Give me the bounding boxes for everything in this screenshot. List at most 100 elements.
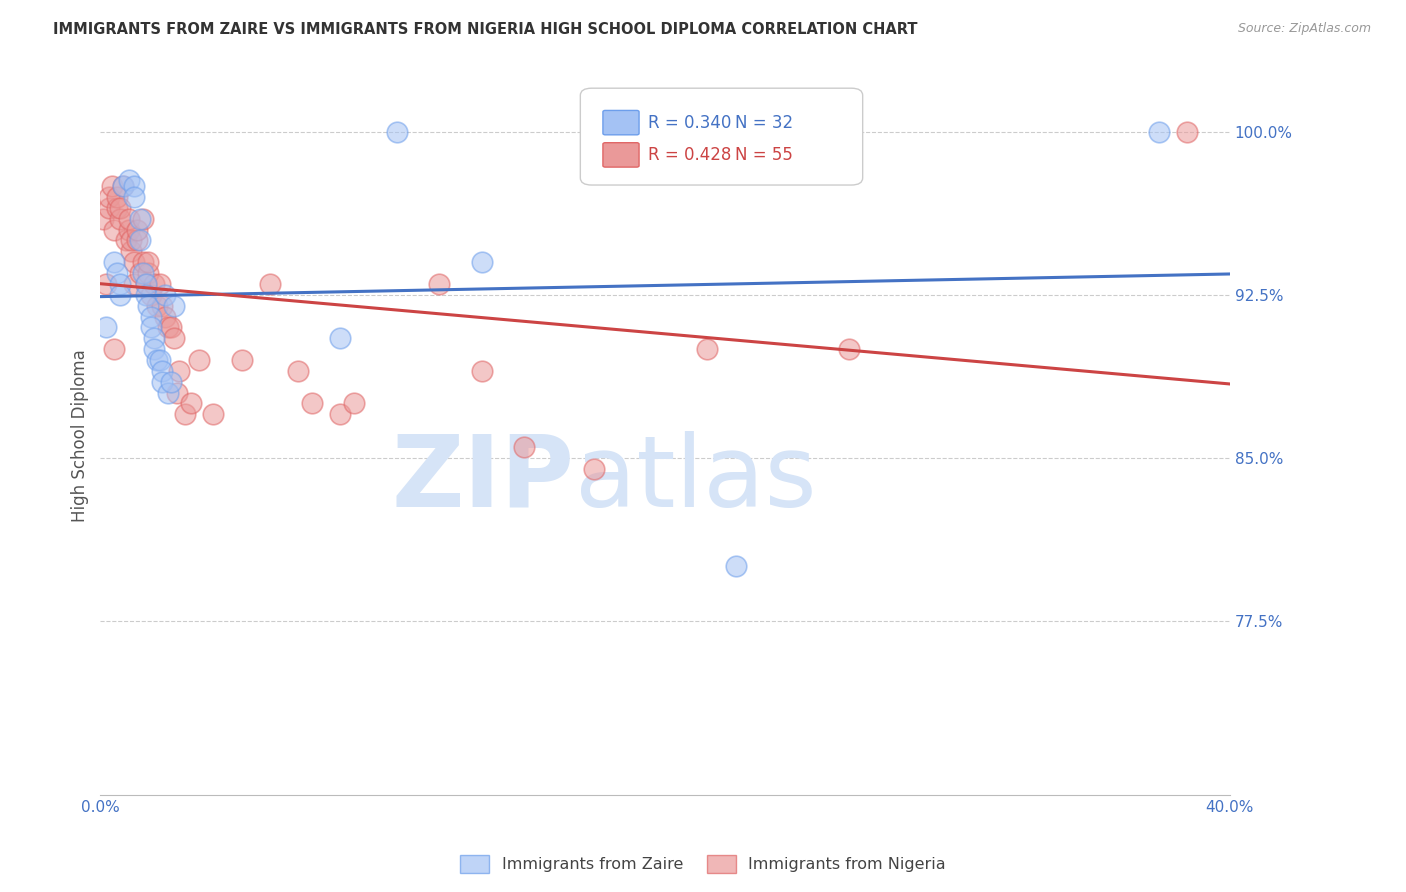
Point	[114, 234, 136, 248]
Point	[128, 266, 150, 280]
Point	[120, 244, 142, 259]
Point	[174, 408, 197, 422]
FancyBboxPatch shape	[581, 88, 863, 185]
Point	[125, 222, 148, 236]
Point	[329, 331, 352, 345]
FancyBboxPatch shape	[603, 111, 640, 135]
Point	[135, 277, 157, 291]
Point	[94, 277, 117, 291]
Point	[583, 461, 606, 475]
Point	[128, 211, 150, 226]
Point	[169, 364, 191, 378]
Point	[163, 331, 186, 345]
Point	[111, 179, 134, 194]
Point	[163, 299, 186, 313]
Point	[117, 211, 139, 226]
Point	[108, 211, 131, 226]
Point	[122, 277, 145, 291]
Point	[105, 266, 128, 280]
Text: IMMIGRANTS FROM ZAIRE VS IMMIGRANTS FROM NIGERIA HIGH SCHOOL DIPLOMA CORRELATION: IMMIGRANTS FROM ZAIRE VS IMMIGRANTS FROM…	[53, 22, 918, 37]
Point	[131, 211, 153, 226]
Point	[138, 266, 160, 280]
Point	[128, 234, 150, 248]
Point	[155, 287, 177, 301]
Point	[143, 277, 166, 291]
Point	[202, 408, 225, 422]
Point	[138, 299, 160, 313]
Point	[108, 287, 131, 301]
Point	[152, 364, 174, 378]
Y-axis label: High School Diploma: High School Diploma	[72, 350, 89, 523]
Text: N = 55: N = 55	[735, 146, 793, 164]
Point	[1147, 125, 1170, 139]
Point	[470, 255, 492, 269]
Point	[1177, 125, 1199, 139]
Point	[135, 287, 157, 301]
Point	[188, 353, 211, 368]
Point	[108, 201, 131, 215]
Point	[231, 353, 253, 368]
Point	[287, 364, 309, 378]
Point	[155, 310, 177, 324]
Point	[157, 385, 180, 400]
Point	[108, 277, 131, 291]
Point	[141, 287, 163, 301]
Point	[117, 222, 139, 236]
Point	[149, 277, 172, 291]
Point	[105, 190, 128, 204]
Point	[180, 396, 202, 410]
Point	[94, 320, 117, 334]
Point	[470, 364, 492, 378]
Point	[513, 440, 536, 454]
Point	[97, 190, 120, 204]
Point	[152, 375, 174, 389]
Point	[301, 396, 323, 410]
Point	[149, 353, 172, 368]
Point	[141, 310, 163, 324]
Text: N = 32: N = 32	[735, 113, 793, 132]
Point	[724, 559, 747, 574]
Text: R = 0.340: R = 0.340	[648, 113, 731, 132]
Point	[117, 172, 139, 186]
Point	[143, 331, 166, 345]
Point	[146, 353, 169, 368]
Point	[146, 299, 169, 313]
Text: ZIP: ZIP	[392, 431, 575, 527]
Point	[160, 375, 183, 389]
Point	[131, 255, 153, 269]
Point	[160, 320, 183, 334]
Point	[97, 201, 120, 215]
Point	[103, 222, 125, 236]
Legend: Immigrants from Zaire, Immigrants from Nigeria: Immigrants from Zaire, Immigrants from N…	[454, 848, 952, 880]
Text: Source: ZipAtlas.com: Source: ZipAtlas.com	[1237, 22, 1371, 36]
Point	[385, 125, 408, 139]
Point	[103, 255, 125, 269]
Point	[343, 396, 366, 410]
Point	[120, 234, 142, 248]
Point	[122, 179, 145, 194]
Point	[91, 211, 114, 226]
Point	[111, 179, 134, 194]
Point	[141, 320, 163, 334]
Point	[122, 255, 145, 269]
Point	[259, 277, 281, 291]
Point	[152, 299, 174, 313]
Point	[138, 255, 160, 269]
Point	[329, 408, 352, 422]
Point	[105, 201, 128, 215]
Point	[427, 277, 450, 291]
Point	[696, 342, 718, 356]
Point	[135, 277, 157, 291]
FancyBboxPatch shape	[603, 143, 640, 167]
Point	[103, 342, 125, 356]
Point	[100, 179, 122, 194]
Text: R = 0.428: R = 0.428	[648, 146, 731, 164]
Point	[131, 266, 153, 280]
Point	[166, 385, 188, 400]
Point	[838, 342, 860, 356]
Point	[157, 320, 180, 334]
Text: atlas: atlas	[575, 431, 817, 527]
Point	[143, 342, 166, 356]
Point	[122, 190, 145, 204]
Point	[125, 234, 148, 248]
